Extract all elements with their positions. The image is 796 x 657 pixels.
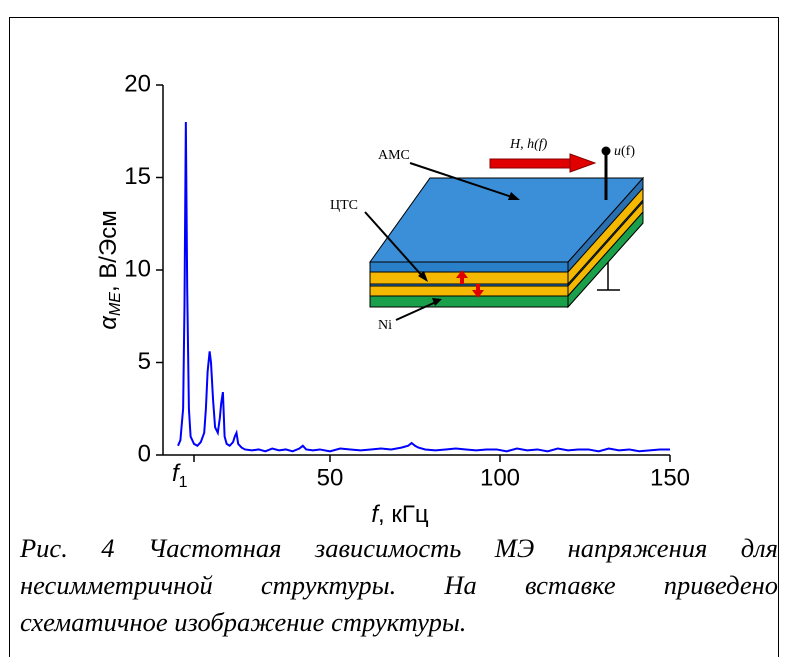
pointer-head: [508, 192, 520, 200]
x-tick-label: 50: [317, 464, 344, 491]
x-symbol: f: [371, 501, 380, 528]
frame: [9, 17, 779, 657]
pointer: [395, 301, 437, 321]
y-axis-label: αME, В/Эсм: [95, 210, 124, 329]
caption-line: несимметричной структуры. На вставке при…: [20, 570, 778, 600]
y-tick-label: 0: [138, 440, 151, 467]
layer-pzt: [369, 285, 569, 297]
arrow-head: [472, 290, 484, 298]
field-arrow: [489, 158, 573, 169]
layer-ni: [369, 295, 569, 308]
field-arrow-head: [569, 153, 597, 173]
caption: Рис. 4 Частотная зависимость МЭ напряжен…: [20, 530, 778, 641]
pointer: [409, 162, 516, 199]
pointer-head: [418, 271, 428, 282]
x-axis-label: f, кГц: [371, 501, 429, 528]
x-tick-subscript: 1: [179, 474, 188, 491]
y-subscript: ME: [107, 292, 124, 316]
label-ni: Ni: [378, 318, 392, 333]
label-amc: АМС: [378, 148, 410, 163]
caption-line: Рис. 4 Частотная зависимость МЭ напряжен…: [20, 533, 778, 563]
voltage-symbol: u: [614, 144, 621, 159]
inset: АМС ЦТС Ni H, h(f) u(f): [330, 137, 645, 333]
arrow-head: [456, 270, 468, 278]
data-line: [177, 121, 670, 453]
x-tick-label: 150: [650, 464, 690, 491]
x-unit: , кГц: [378, 501, 429, 528]
y-symbol: α: [95, 315, 122, 330]
x-tick-label: 100: [480, 464, 520, 491]
chart: АМС ЦТС Ni H, h(f) u(f) f, кГц αME, В/Эс…: [95, 70, 690, 528]
pointer-head: [432, 298, 442, 306]
y-tick-label: 10: [124, 255, 151, 282]
x-tick-symbol: f: [172, 460, 181, 487]
y-tick-label: 20: [124, 70, 151, 97]
y-tick-label: 5: [138, 348, 151, 375]
top-face: [369, 177, 645, 263]
layer-pzt: [369, 271, 569, 285]
voltage-arg: (f): [621, 144, 635, 159]
label-pzt: ЦТС: [330, 198, 358, 213]
pointer: [364, 211, 425, 279]
label-voltage: u(f): [614, 144, 635, 159]
y-unit: , В/Эсм: [95, 210, 122, 292]
y-tick-label: 15: [124, 163, 151, 190]
x-tick-label: f1: [172, 460, 188, 491]
layer-amc: [369, 261, 569, 273]
caption-line: схематичное изображение структуры.: [20, 607, 467, 637]
label-field: H, h(f): [509, 137, 548, 152]
